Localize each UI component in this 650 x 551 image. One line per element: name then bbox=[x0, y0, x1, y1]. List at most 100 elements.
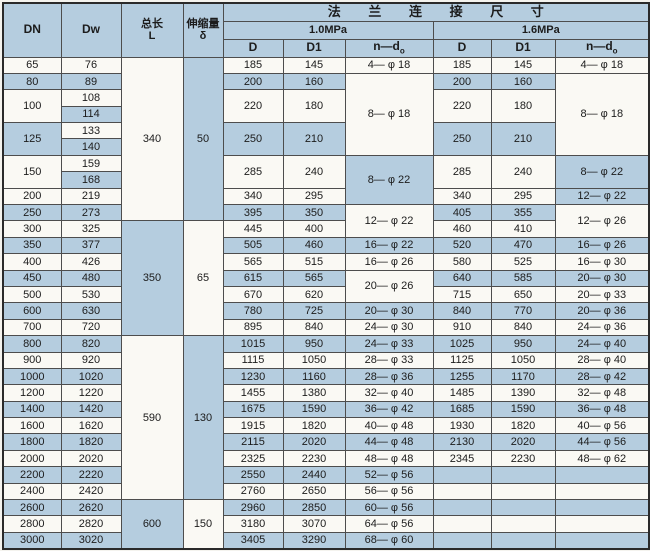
table-row: 400 426 565 515 16— φ 26 580 525 16— φ 30 bbox=[2, 253, 650, 271]
table-cell bbox=[554, 531, 650, 550]
table-cell: 525 bbox=[490, 253, 556, 271]
table-row: 114 bbox=[3, 105, 649, 124]
table-cell: 620 bbox=[282, 285, 346, 304]
table-cell: 2550 bbox=[222, 466, 284, 484]
table-cell: 60— φ 56 bbox=[344, 499, 434, 517]
table-cell: 44— φ 48 bbox=[344, 433, 434, 451]
table-row: 900 920 1115 1050 28— φ 33 1125 1050 28— φ 40 bbox=[2, 351, 650, 369]
table-cell: 340 bbox=[120, 56, 184, 222]
table-cell: 210 bbox=[282, 122, 346, 156]
table-cell: 1685 bbox=[432, 400, 492, 419]
nd-subscript: o bbox=[399, 46, 405, 56]
table-row: 2400 2420 2760 2650 56— φ 56 bbox=[2, 482, 650, 501]
table-cell: 1420 bbox=[60, 400, 122, 419]
table-cell: 377 bbox=[60, 236, 122, 255]
table-cell: 770 bbox=[490, 302, 556, 320]
table-cell: 12— φ 26 bbox=[554, 204, 650, 238]
table-cell: 185 bbox=[432, 56, 492, 74]
table-cell: 1590 bbox=[282, 400, 346, 419]
table-cell: 28— φ 33 bbox=[344, 351, 434, 369]
table-cell bbox=[554, 515, 650, 533]
table-cell: 1255 bbox=[432, 367, 492, 386]
table-cell: 150 bbox=[182, 499, 224, 550]
table-cell: 273 bbox=[60, 204, 122, 222]
table-cell: 1020 bbox=[60, 367, 122, 386]
col-header-nd-1-0: n—do bbox=[344, 38, 434, 58]
table-cell: 140 bbox=[60, 138, 122, 156]
table-cell: 3290 bbox=[282, 531, 346, 550]
table-cell: 108 bbox=[60, 89, 122, 107]
table-cell: 840 bbox=[490, 318, 556, 337]
table-cell: 2760 bbox=[222, 482, 284, 501]
table-cell: 3000 bbox=[2, 531, 62, 550]
header-row-1: DN Dw 总长 L 伸缩量 δ 法 兰 连 接 尺 寸 bbox=[2, 2, 650, 58]
table-row: 250 273 395 350 12— φ 22 405 355 12— φ 26 bbox=[2, 204, 650, 238]
table-cell: 200 bbox=[432, 72, 492, 91]
table-cell: 1930 bbox=[432, 417, 492, 435]
table-cell: 355 bbox=[490, 204, 556, 222]
table-cell: 180 bbox=[490, 89, 556, 124]
table-cell: 150 bbox=[2, 154, 62, 189]
table-cell: 200 bbox=[2, 187, 62, 206]
table-cell: 285 bbox=[432, 154, 492, 189]
table-cell: 350 bbox=[2, 236, 62, 255]
table-cell: 520 bbox=[432, 236, 492, 255]
table-cell: 200 bbox=[222, 72, 284, 91]
table-cell: 65 bbox=[2, 56, 62, 74]
table-cell: 20— φ 30 bbox=[554, 269, 650, 287]
table-cell: 340 bbox=[222, 187, 284, 206]
table-cell bbox=[490, 466, 556, 484]
table-cell: 900 bbox=[2, 351, 62, 369]
table-cell: 240 bbox=[490, 154, 556, 189]
table-cell: 630 bbox=[60, 302, 122, 320]
flange-section-title: 法 兰 连 接 尺 寸 bbox=[222, 2, 650, 22]
table-cell: 505 bbox=[222, 236, 284, 255]
col-header-d1-1-6: D1 bbox=[490, 38, 556, 58]
table-cell: 1000 bbox=[2, 367, 62, 386]
table-cell: 1050 bbox=[282, 351, 346, 369]
table-cell: 220 bbox=[432, 89, 492, 124]
table-cell: 780 bbox=[222, 302, 284, 320]
table-cell: 130 bbox=[182, 335, 224, 501]
table-cell: 800 bbox=[2, 335, 62, 353]
table-cell: 20— φ 26 bbox=[344, 269, 434, 304]
table-row: 1200 1220 1455 1380 32— φ 40 1485 1390 32— φ 48 bbox=[2, 384, 650, 402]
table-cell: 2220 bbox=[60, 466, 122, 484]
table-cell: 720 bbox=[60, 318, 122, 337]
table-cell: 4— φ 18 bbox=[344, 56, 434, 74]
table-cell: 80 bbox=[2, 72, 62, 91]
table-cell: 1015 bbox=[222, 335, 284, 353]
table-cell: 2820 bbox=[60, 515, 122, 533]
table-cell: 68— φ 60 bbox=[344, 531, 434, 550]
table-cell: 180 bbox=[282, 89, 346, 124]
table-cell: 56— φ 56 bbox=[344, 482, 434, 501]
table-cell: 530 bbox=[60, 285, 122, 304]
table-cell: 3070 bbox=[282, 515, 346, 533]
table-cell: 12— φ 22 bbox=[554, 187, 650, 206]
table-cell: 40— φ 48 bbox=[344, 417, 434, 435]
table-cell: 159 bbox=[60, 154, 122, 173]
table-cell: 285 bbox=[222, 154, 284, 189]
table-cell: 2020 bbox=[60, 449, 122, 468]
table-cell: 3405 bbox=[222, 531, 284, 550]
table-cell: 445 bbox=[222, 220, 284, 238]
total-length-label: 总长 bbox=[141, 17, 163, 30]
table-cell: 24— φ 33 bbox=[344, 335, 434, 353]
table-cell: 8— φ 22 bbox=[344, 154, 434, 206]
table-cell: 32— φ 40 bbox=[344, 384, 434, 402]
table-cell: 2420 bbox=[60, 482, 122, 501]
table-cell: 20— φ 36 bbox=[554, 302, 650, 320]
table-cell: 1485 bbox=[432, 384, 492, 402]
table-cell: 1675 bbox=[222, 400, 284, 419]
table-cell: 52— φ 56 bbox=[344, 466, 434, 484]
table-cell: 2400 bbox=[2, 482, 62, 501]
table-cell: 16— φ 22 bbox=[344, 236, 434, 255]
table-cell: 250 bbox=[2, 204, 62, 222]
table-cell: 250 bbox=[222, 122, 284, 156]
table-row: 2200 2220 2550 2440 52— φ 56 bbox=[2, 466, 650, 484]
col-header-d-1-6: D bbox=[432, 38, 492, 58]
table-cell: 400 bbox=[2, 253, 62, 271]
table-cell: 40— φ 56 bbox=[554, 417, 650, 435]
table-cell: 1915 bbox=[222, 417, 284, 435]
